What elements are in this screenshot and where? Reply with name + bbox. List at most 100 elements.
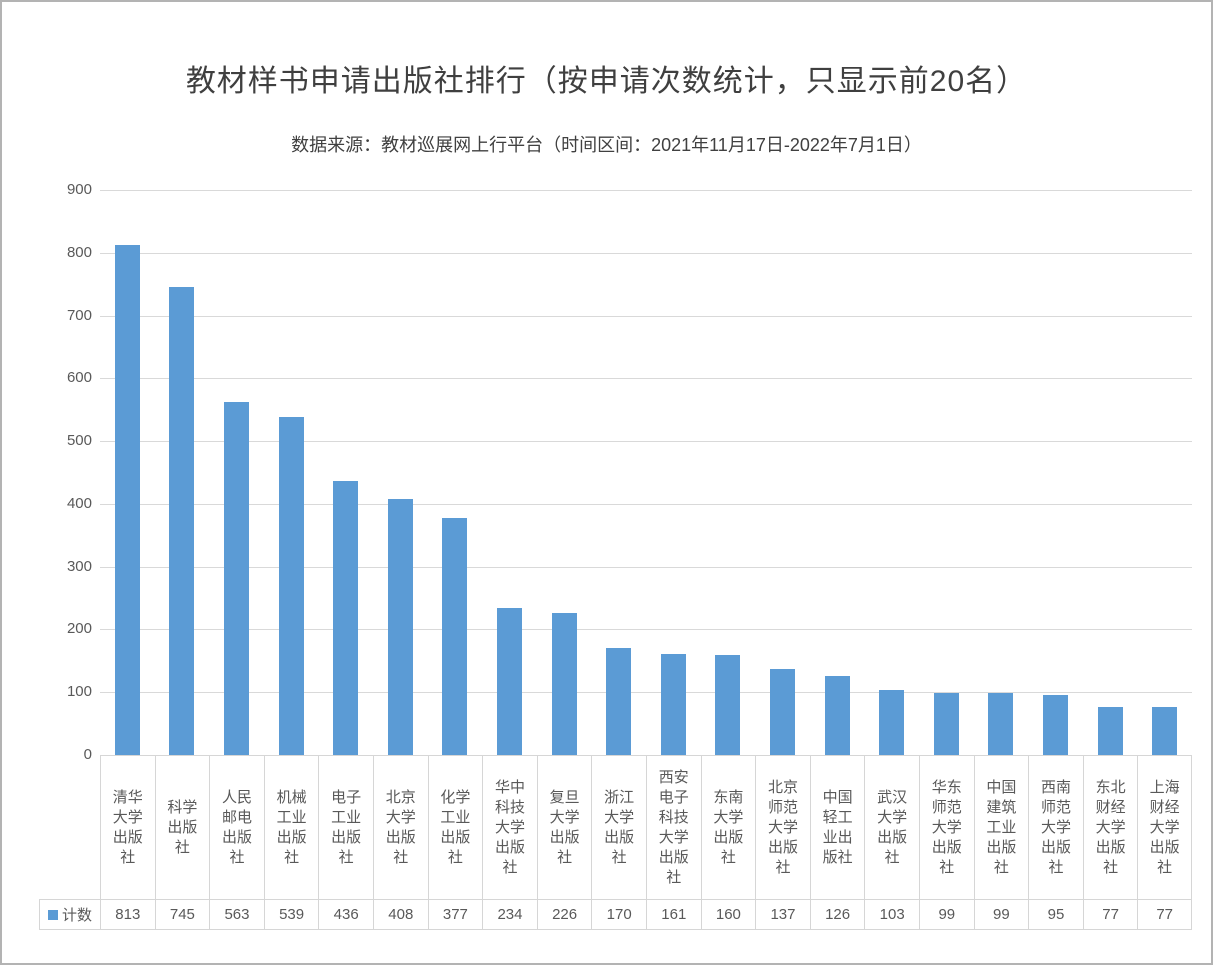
chart-bar: [879, 690, 905, 755]
value-cell: 77: [1082, 899, 1138, 930]
category-label-cell: 科学出版社: [154, 755, 210, 899]
chart-subtitle: 数据来源：教材巡展网上行平台（时间区间：2021年11月17日-2022年7月1…: [291, 135, 922, 155]
chart-bar: [660, 653, 686, 755]
category-label-cell: 华东师范大学出版社: [918, 755, 974, 899]
category-label: 北京师范大学出版社: [767, 778, 798, 876]
plot-area: [100, 190, 1192, 755]
category-label: 武汉大学出版社: [877, 788, 908, 866]
gridline: [100, 692, 1192, 694]
chart-bar: [551, 613, 577, 755]
y-axis: 0 100 200 300 400 500 600 700 800 900: [2, 2, 92, 963]
value-cell: 408: [372, 899, 428, 930]
chart-bar: [169, 287, 195, 755]
chart-bar: [333, 481, 359, 755]
category-label-cell: 武汉大学出版社: [864, 755, 919, 899]
category-label: 中国轻工业出版社: [822, 788, 853, 866]
legend-series-label: 计数: [61, 907, 92, 924]
value-cell: 95: [1028, 899, 1083, 930]
value-cell: 813: [100, 899, 155, 930]
gridline: [100, 190, 1192, 191]
category-label-cell: 机械工业出版社: [263, 755, 319, 899]
gridline: [100, 566, 1192, 568]
category-label: 人民邮电出版社: [221, 788, 252, 866]
category-label-cell: 西南师范大学出版社: [1028, 755, 1083, 899]
y-tick-label: 800: [66, 243, 92, 261]
y-tick-label: 0: [83, 746, 92, 763]
gridline: [100, 378, 1192, 380]
chart-bar: [114, 244, 140, 755]
chart-bar: [497, 608, 522, 755]
chart-bar: [278, 416, 304, 755]
y-tick-label: 600: [66, 369, 92, 387]
chart-bar: [824, 675, 850, 755]
category-label: 华中科技大学出版社: [494, 778, 525, 876]
value-cell: 103: [864, 899, 919, 930]
chart-bar: [933, 692, 959, 755]
value-cell: 377: [427, 899, 483, 930]
category-label: 中国建筑工业出版社: [986, 778, 1017, 876]
table-corner-spacer: [39, 755, 100, 899]
category-label-cell: 电子工业出版社: [318, 755, 373, 899]
category-label: 北京大学出版社: [385, 788, 416, 866]
category-label-cell: 西安电子科技大学出版社: [645, 755, 701, 899]
value-cell: 745: [154, 899, 210, 930]
category-label: 东南大学出版社: [713, 788, 744, 866]
category-label-cell: 复旦大学出版社: [536, 755, 592, 899]
category-label: 电子工业出版社: [331, 788, 362, 866]
gridline: [100, 252, 1192, 254]
value-cell: 126: [809, 899, 865, 930]
category-label-cell: 浙江大学出版社: [591, 755, 646, 899]
chart-bar: [1152, 706, 1178, 755]
gridline: [100, 441, 1192, 443]
y-tick-label: 900: [66, 181, 92, 198]
legend-key-cell: 计数: [39, 899, 100, 930]
category-label-cell: 上海财经大学出版社: [1137, 755, 1192, 899]
category-label: 上海财经大学出版社: [1149, 778, 1180, 876]
category-label: 清华大学出版社: [112, 788, 143, 866]
chart-bar: [606, 648, 632, 755]
category-label-cell: 北京师范大学出版社: [755, 755, 810, 899]
value-cell: 161: [645, 899, 701, 930]
category-label: 东北财经大学出版社: [1095, 778, 1126, 876]
category-label-cell: 清华大学出版社: [100, 755, 155, 899]
chart-title: 教材样书申请出版社排行（按申请次数统计，只显示前20名）: [185, 65, 1028, 98]
chart-bar: [1097, 706, 1123, 755]
category-label-cell: 东南大学出版社: [700, 755, 756, 899]
chart-bar: [224, 401, 249, 755]
category-label: 科学出版社: [167, 798, 198, 856]
value-cell: 563: [209, 899, 264, 930]
category-label-cell: 华中科技大学出版社: [482, 755, 537, 899]
value-cell: 99: [973, 899, 1029, 930]
category-label: 浙江大学出版社: [604, 788, 635, 866]
y-tick-label: 100: [66, 683, 92, 701]
chart-bar: [387, 498, 413, 755]
chart-bar: [442, 518, 468, 755]
category-label: 西安电子科技大学出版社: [658, 768, 689, 886]
category-label: 西南师范大学出版社: [1040, 778, 1071, 876]
category-label: 机械工业出版社: [276, 788, 307, 866]
category-label-cell: 中国建筑工业出版社: [973, 755, 1029, 899]
gridline: [100, 503, 1192, 505]
chart-bar: [1043, 695, 1068, 755]
legend-swatch-icon: [47, 909, 58, 920]
value-cell: 137: [755, 899, 810, 930]
category-label: 复旦大学出版社: [549, 788, 580, 866]
value-cell: 77: [1137, 899, 1192, 930]
y-tick-label: 700: [66, 306, 92, 324]
value-cell: 170: [591, 899, 646, 930]
category-label-cell: 人民邮电出版社: [209, 755, 264, 899]
category-label: 化学工业出版社: [440, 788, 471, 866]
category-label-cell: 化学工业出版社: [427, 755, 483, 899]
value-cell: 234: [482, 899, 537, 930]
chart-bar: [988, 692, 1014, 755]
gridline: [100, 315, 1192, 317]
gridline: [100, 629, 1192, 631]
value-cell: 436: [318, 899, 373, 930]
value-cell: 539: [263, 899, 319, 930]
y-tick-label: 500: [66, 432, 92, 450]
value-cell: 226: [536, 899, 592, 930]
value-cell: 99: [918, 899, 974, 930]
chart-bar: [715, 654, 741, 755]
category-label-cell: 北京大学出版社: [372, 755, 428, 899]
